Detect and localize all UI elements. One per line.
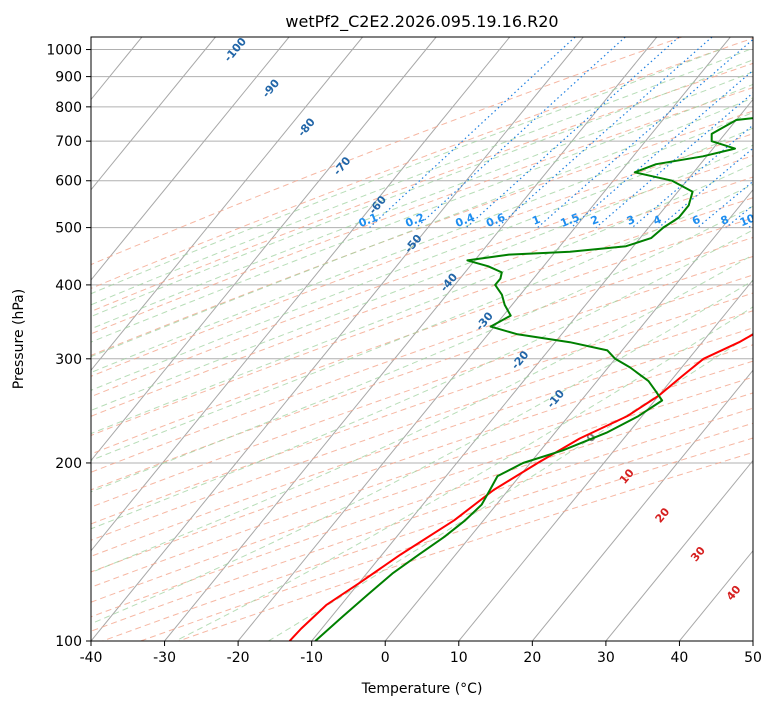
y-tick-label: 100 <box>55 634 82 650</box>
moist-adiabat-line <box>175 306 753 641</box>
moist-adiabat-line <box>91 280 753 625</box>
dry-adiabat-line <box>91 292 753 525</box>
moist-adiabat-line <box>91 71 753 330</box>
x-tick-label: -10 <box>300 650 323 666</box>
y-tick-label: 500 <box>55 221 82 237</box>
mixing-ratio-line <box>369 37 576 229</box>
y-tick-label: 200 <box>55 456 82 472</box>
dry-adiabat-line <box>91 176 753 417</box>
dewpoint-line <box>314 117 753 641</box>
isotherm-line <box>605 459 753 641</box>
isotherm-line <box>91 37 290 281</box>
moist-adiabat-line <box>91 97 753 358</box>
mixing-ratio-label: 3 <box>625 213 637 228</box>
dry-adiabat-line <box>91 327 753 557</box>
mixing-ratio-label: 1 <box>530 213 542 228</box>
dry-adiabat-line <box>91 236 753 473</box>
moist-adiabat-line <box>91 183 753 462</box>
y-tick-label: 400 <box>55 278 82 294</box>
moist-adiabat-line <box>91 111 753 374</box>
moist-adiabat-line <box>91 254 753 574</box>
profile-lines <box>288 117 753 641</box>
y-tick-label: 300 <box>55 352 82 368</box>
dry-adiabat-line <box>91 37 753 289</box>
moist-adiabat-line <box>91 163 753 435</box>
dry-adiabat-line <box>91 110 753 356</box>
isotherm-line <box>91 37 584 641</box>
y-axis-label: Pressure (hPa) <box>11 289 27 389</box>
x-tick-label: -40 <box>80 650 103 666</box>
moist-adiabat-line <box>91 49 750 306</box>
moist-adiabat-line <box>91 144 753 411</box>
y-tick-label: 700 <box>55 134 82 150</box>
mixing-ratio-label: 10 <box>738 211 757 229</box>
x-tick-label: 20 <box>523 650 541 666</box>
mixing-ratio-label: 2 <box>589 213 601 228</box>
mixing-ratio-label: 8 <box>719 213 731 228</box>
mixing-ratio-line <box>570 69 753 229</box>
y-tick-label: 800 <box>55 100 82 116</box>
isotherm-line <box>237 37 731 641</box>
isotherm-line <box>91 37 216 191</box>
mixing-ratio-line <box>465 37 680 229</box>
temperature-line <box>288 333 753 641</box>
x-tick-label: 0 <box>381 650 390 666</box>
isotherm-line <box>752 640 753 641</box>
dry-adiabat-line <box>91 217 753 455</box>
plot-frame <box>90 36 754 642</box>
y-tick-label: 1000 <box>46 43 82 59</box>
isotherm-line <box>458 279 753 641</box>
isotherm-line <box>531 369 753 641</box>
chart-title: wetPf2_C2E2.2026.095.19.16.R20 <box>285 12 558 32</box>
dry-adiabat-line <box>91 87 753 335</box>
x-tick-label: 10 <box>450 650 468 666</box>
isotherm-line <box>91 37 437 462</box>
x-tick-label: 40 <box>671 650 689 666</box>
x-tick-label: -20 <box>227 650 250 666</box>
mixing-ratio-line <box>496 37 713 229</box>
dry-adiabat-line <box>91 376 753 603</box>
x-tick-label: 50 <box>744 650 762 666</box>
dry-adiabat-line <box>91 37 683 266</box>
x-axis: -40 -30 -20 -10 0 10 20 30 40 50 <box>80 641 762 666</box>
mixing-ratio-label: 13 <box>765 211 775 229</box>
moist-adiabat-line <box>91 59 753 318</box>
moist-adiabat-line <box>91 49 721 295</box>
x-tick-label: -30 <box>153 650 176 666</box>
mixing-ratio-line <box>658 147 753 229</box>
x-tick-label: 30 <box>597 650 615 666</box>
x-axis-label: Temperature (°C) <box>361 681 483 697</box>
isotherm-line <box>91 37 511 552</box>
isotherm-line <box>164 37 658 641</box>
isotherm-line <box>91 37 363 372</box>
y-tick-label: 600 <box>55 174 82 190</box>
y-axis: 100 200 300 400 500 600 700 800 900 1000 <box>46 43 91 650</box>
background-lines <box>91 37 753 641</box>
moist-adiabat-line <box>91 83 753 343</box>
isotherm-line <box>384 188 753 641</box>
y-tick-label: 900 <box>55 70 82 86</box>
dry-adiabat-line <box>91 274 753 508</box>
